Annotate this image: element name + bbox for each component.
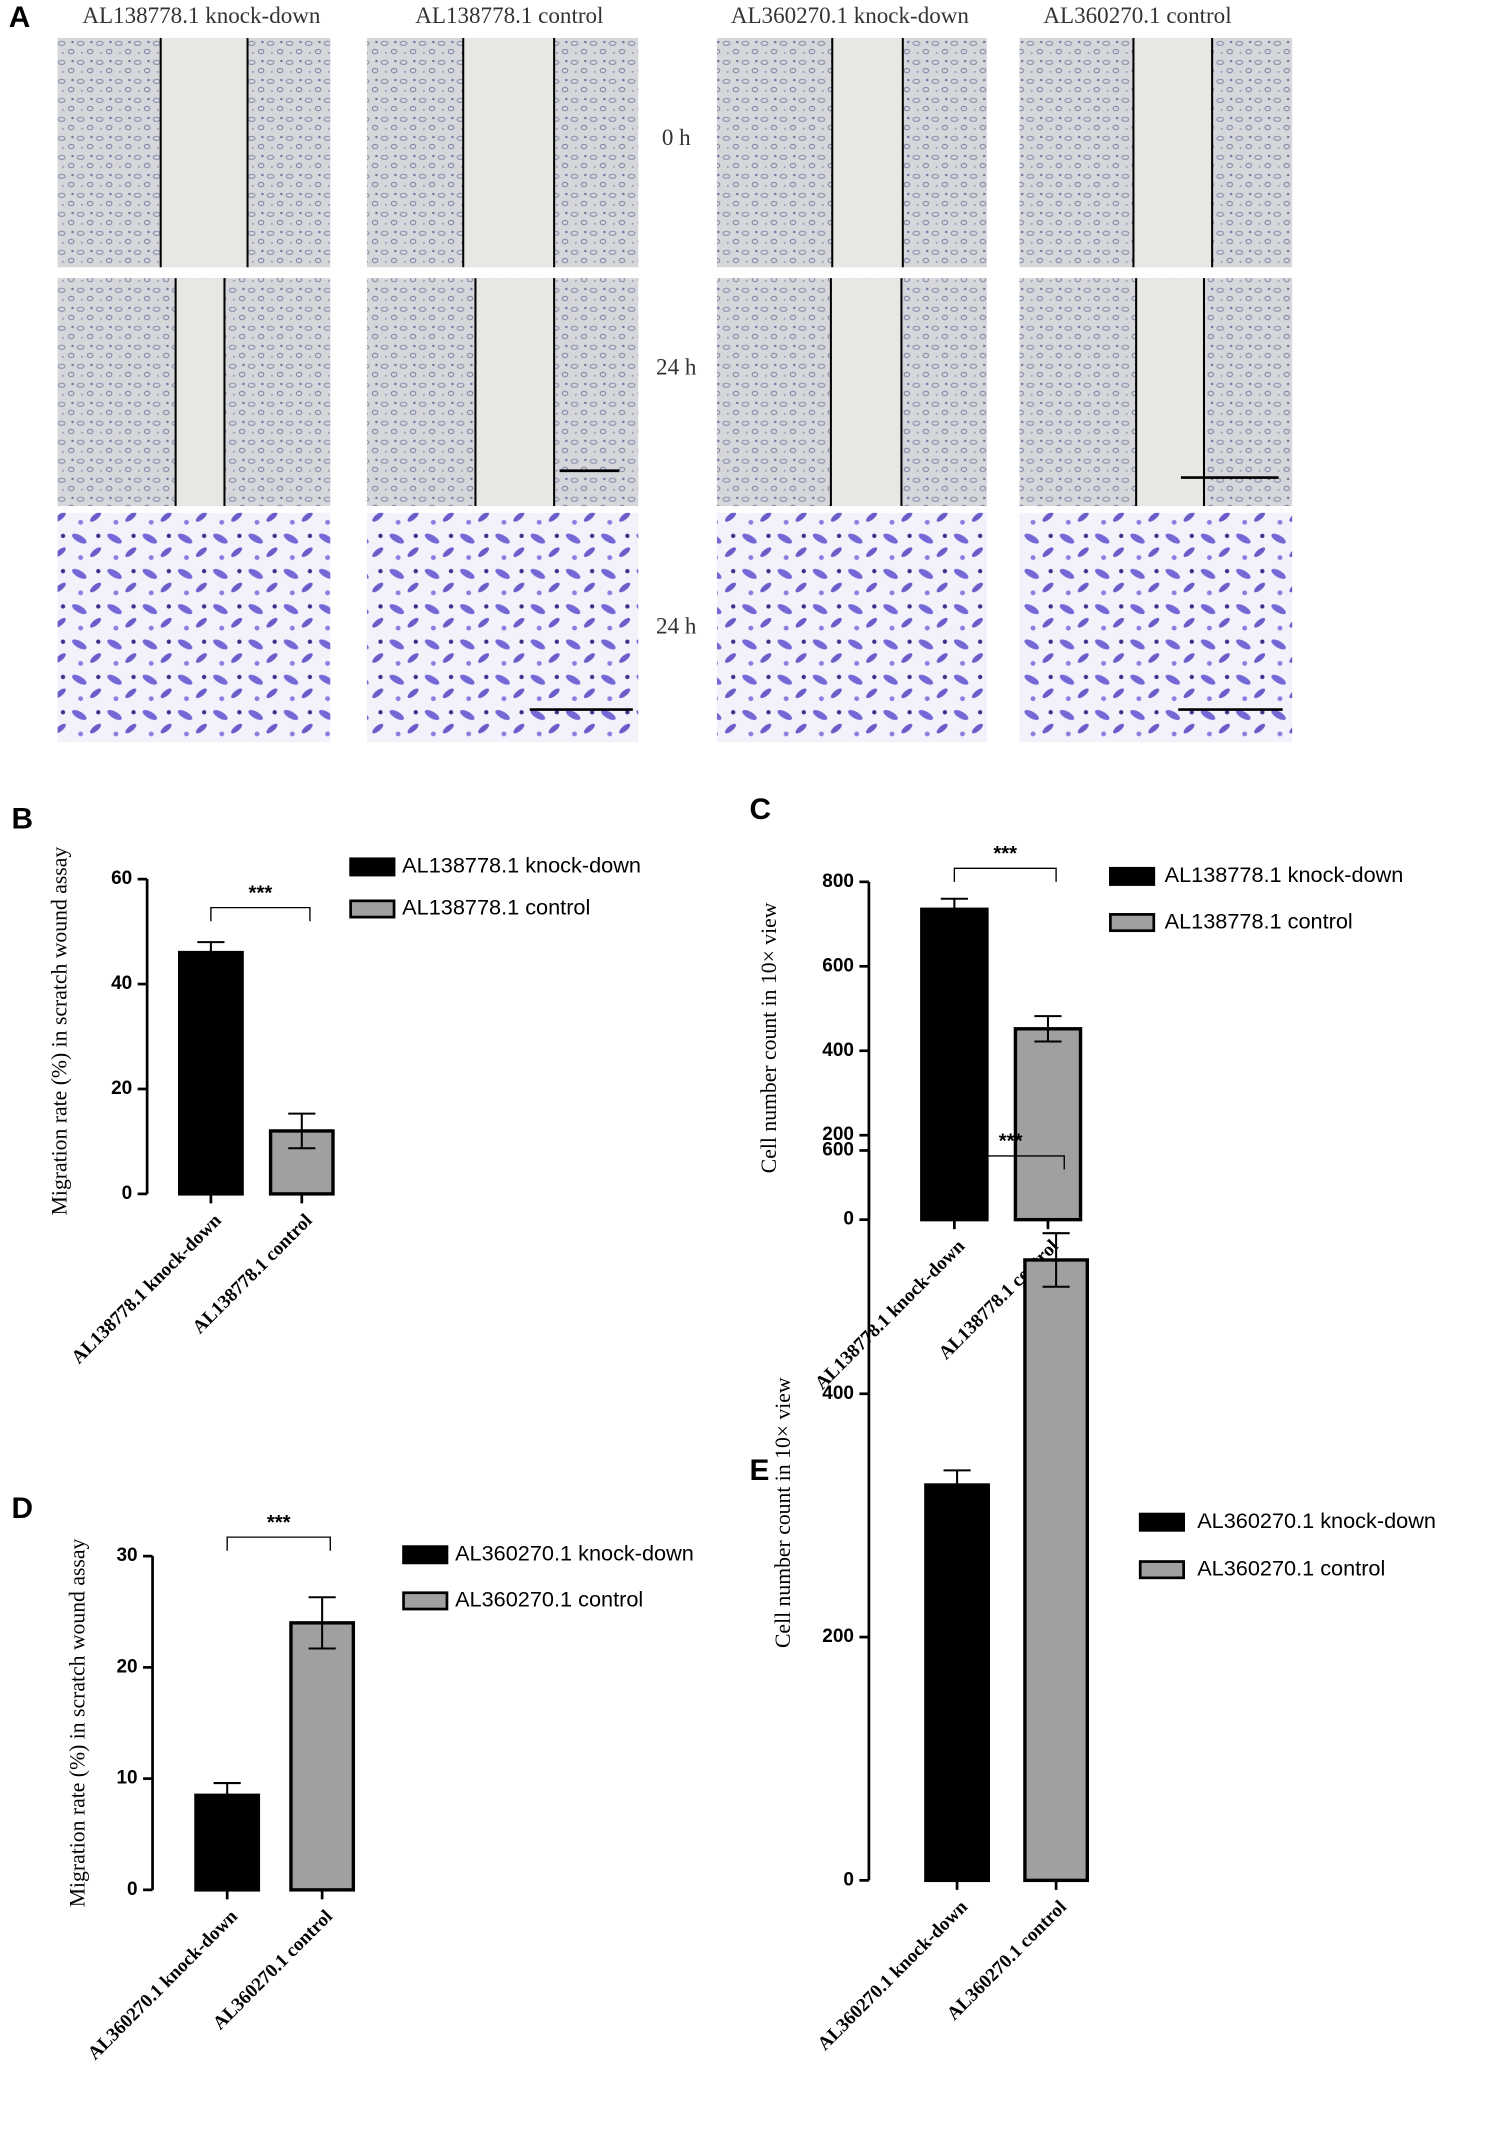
column-header: AL138778.1 control <box>415 2 603 28</box>
column-header: AL360270.1 control <box>1043 2 1231 28</box>
legend-key <box>1138 1512 1185 1532</box>
significance-bracket <box>210 906 311 922</box>
y-tick-label: 0 <box>843 1209 854 1230</box>
y-tick-label: 600 <box>822 955 854 976</box>
micrograph <box>716 512 987 743</box>
y-tick-label: 200 <box>822 1124 854 1145</box>
y-tick-label: 400 <box>822 1383 854 1404</box>
legend-label: AL138778.1 knock-down <box>402 853 641 878</box>
legend-key <box>402 1591 449 1611</box>
panel-label: A <box>9 1 31 34</box>
bar <box>289 1621 356 1892</box>
legend-key <box>1109 913 1156 933</box>
panel-label: D <box>11 1492 33 1525</box>
y-axis-label: Migration rate (%) in scratch wound assa… <box>48 847 72 1216</box>
row-label: 24 h <box>656 353 697 379</box>
wound-gap <box>175 278 225 507</box>
wound-gap <box>463 37 555 268</box>
significance-label: *** <box>267 1512 291 1534</box>
significance-label: *** <box>993 843 1017 865</box>
wound-gap <box>1136 278 1204 507</box>
column-header: AL360270.1 knock-down <box>731 2 970 28</box>
y-tick-label: 0 <box>843 1869 854 1890</box>
error-bar <box>288 1112 316 1150</box>
significance-bracket <box>953 867 1057 882</box>
y-axis-label: Migration rate (%) in scratch wound assa… <box>65 1539 89 1908</box>
bar <box>1023 1258 1090 1883</box>
y-tick-label: 0 <box>122 1183 133 1204</box>
legend-key <box>1109 866 1156 886</box>
legend-label: AL138778.1 control <box>402 895 590 920</box>
legend-label: AL360270.1 knock-down <box>455 1540 694 1565</box>
legend-label: AL360270.1 control <box>1197 1555 1385 1580</box>
legend-label: AL360270.1 control <box>455 1587 643 1612</box>
x-tick-label: AL360270.1 knock-down <box>84 1906 242 2064</box>
legend-label: AL138778.1 control <box>1165 908 1353 933</box>
wound-gap <box>160 37 248 268</box>
significance-bracket <box>226 1536 331 1551</box>
error-bar <box>943 1469 971 1501</box>
y-axis-label: Cell number count in 10× view <box>757 902 781 1173</box>
y-tick-label: 20 <box>117 1656 138 1677</box>
significance-bracket <box>956 1155 1065 1170</box>
y-tick-label: 800 <box>822 871 854 892</box>
y-tick-label: 20 <box>111 1078 132 1099</box>
legend-key <box>1138 1560 1185 1580</box>
legend-label: AL138778.1 knock-down <box>1165 862 1404 887</box>
wound-gap <box>830 278 902 507</box>
error-bar <box>197 941 225 965</box>
error-bar <box>213 1782 241 1809</box>
column-header: AL138778.1 knock-down <box>82 2 321 28</box>
y-tick-label: 0 <box>127 1879 138 1900</box>
wound-gap <box>1133 37 1213 268</box>
row-label: 0 h <box>662 124 691 150</box>
panel-label: B <box>11 803 33 836</box>
bar <box>920 907 989 1222</box>
significance-label: *** <box>249 882 273 904</box>
y-tick-label: 40 <box>111 973 132 994</box>
y-tick-label: 30 <box>117 1545 138 1566</box>
legend-key <box>349 857 396 877</box>
legend-key <box>349 899 396 919</box>
wound-gap <box>832 37 903 268</box>
error-bar <box>1034 1015 1062 1043</box>
panel-label: C <box>750 793 772 826</box>
micrograph <box>1019 512 1293 743</box>
wound-gap <box>475 278 555 507</box>
x-tick-label: AL138778.1 knock-down <box>68 1210 226 1368</box>
error-bar <box>308 1596 336 1650</box>
legend-label: AL360270.1 knock-down <box>1197 1508 1436 1533</box>
bar <box>177 950 244 1196</box>
x-tick-label: AL138778.1 knock-down <box>811 1236 969 1394</box>
x-tick-label: AL360270.1 knock-down <box>814 1896 972 2054</box>
y-axis-label: Cell number count in 10× view <box>771 1377 795 1648</box>
micrograph <box>366 512 639 743</box>
y-tick-label: 60 <box>111 868 132 889</box>
error-bar <box>1042 1232 1070 1288</box>
micrograph <box>57 512 331 743</box>
error-bar <box>940 897 968 921</box>
significance-label: *** <box>999 1131 1023 1153</box>
legend-key <box>402 1545 449 1565</box>
panel-label: E <box>750 1454 770 1487</box>
bar <box>924 1483 990 1883</box>
bar <box>1013 1027 1083 1222</box>
row-label: 24 h <box>656 612 697 638</box>
y-tick-label: 200 <box>822 1626 854 1647</box>
y-tick-label: 10 <box>117 1768 138 1789</box>
y-tick-label: 400 <box>822 1040 854 1061</box>
bar <box>194 1793 261 1892</box>
y-tick-label: 600 <box>822 1139 854 1160</box>
